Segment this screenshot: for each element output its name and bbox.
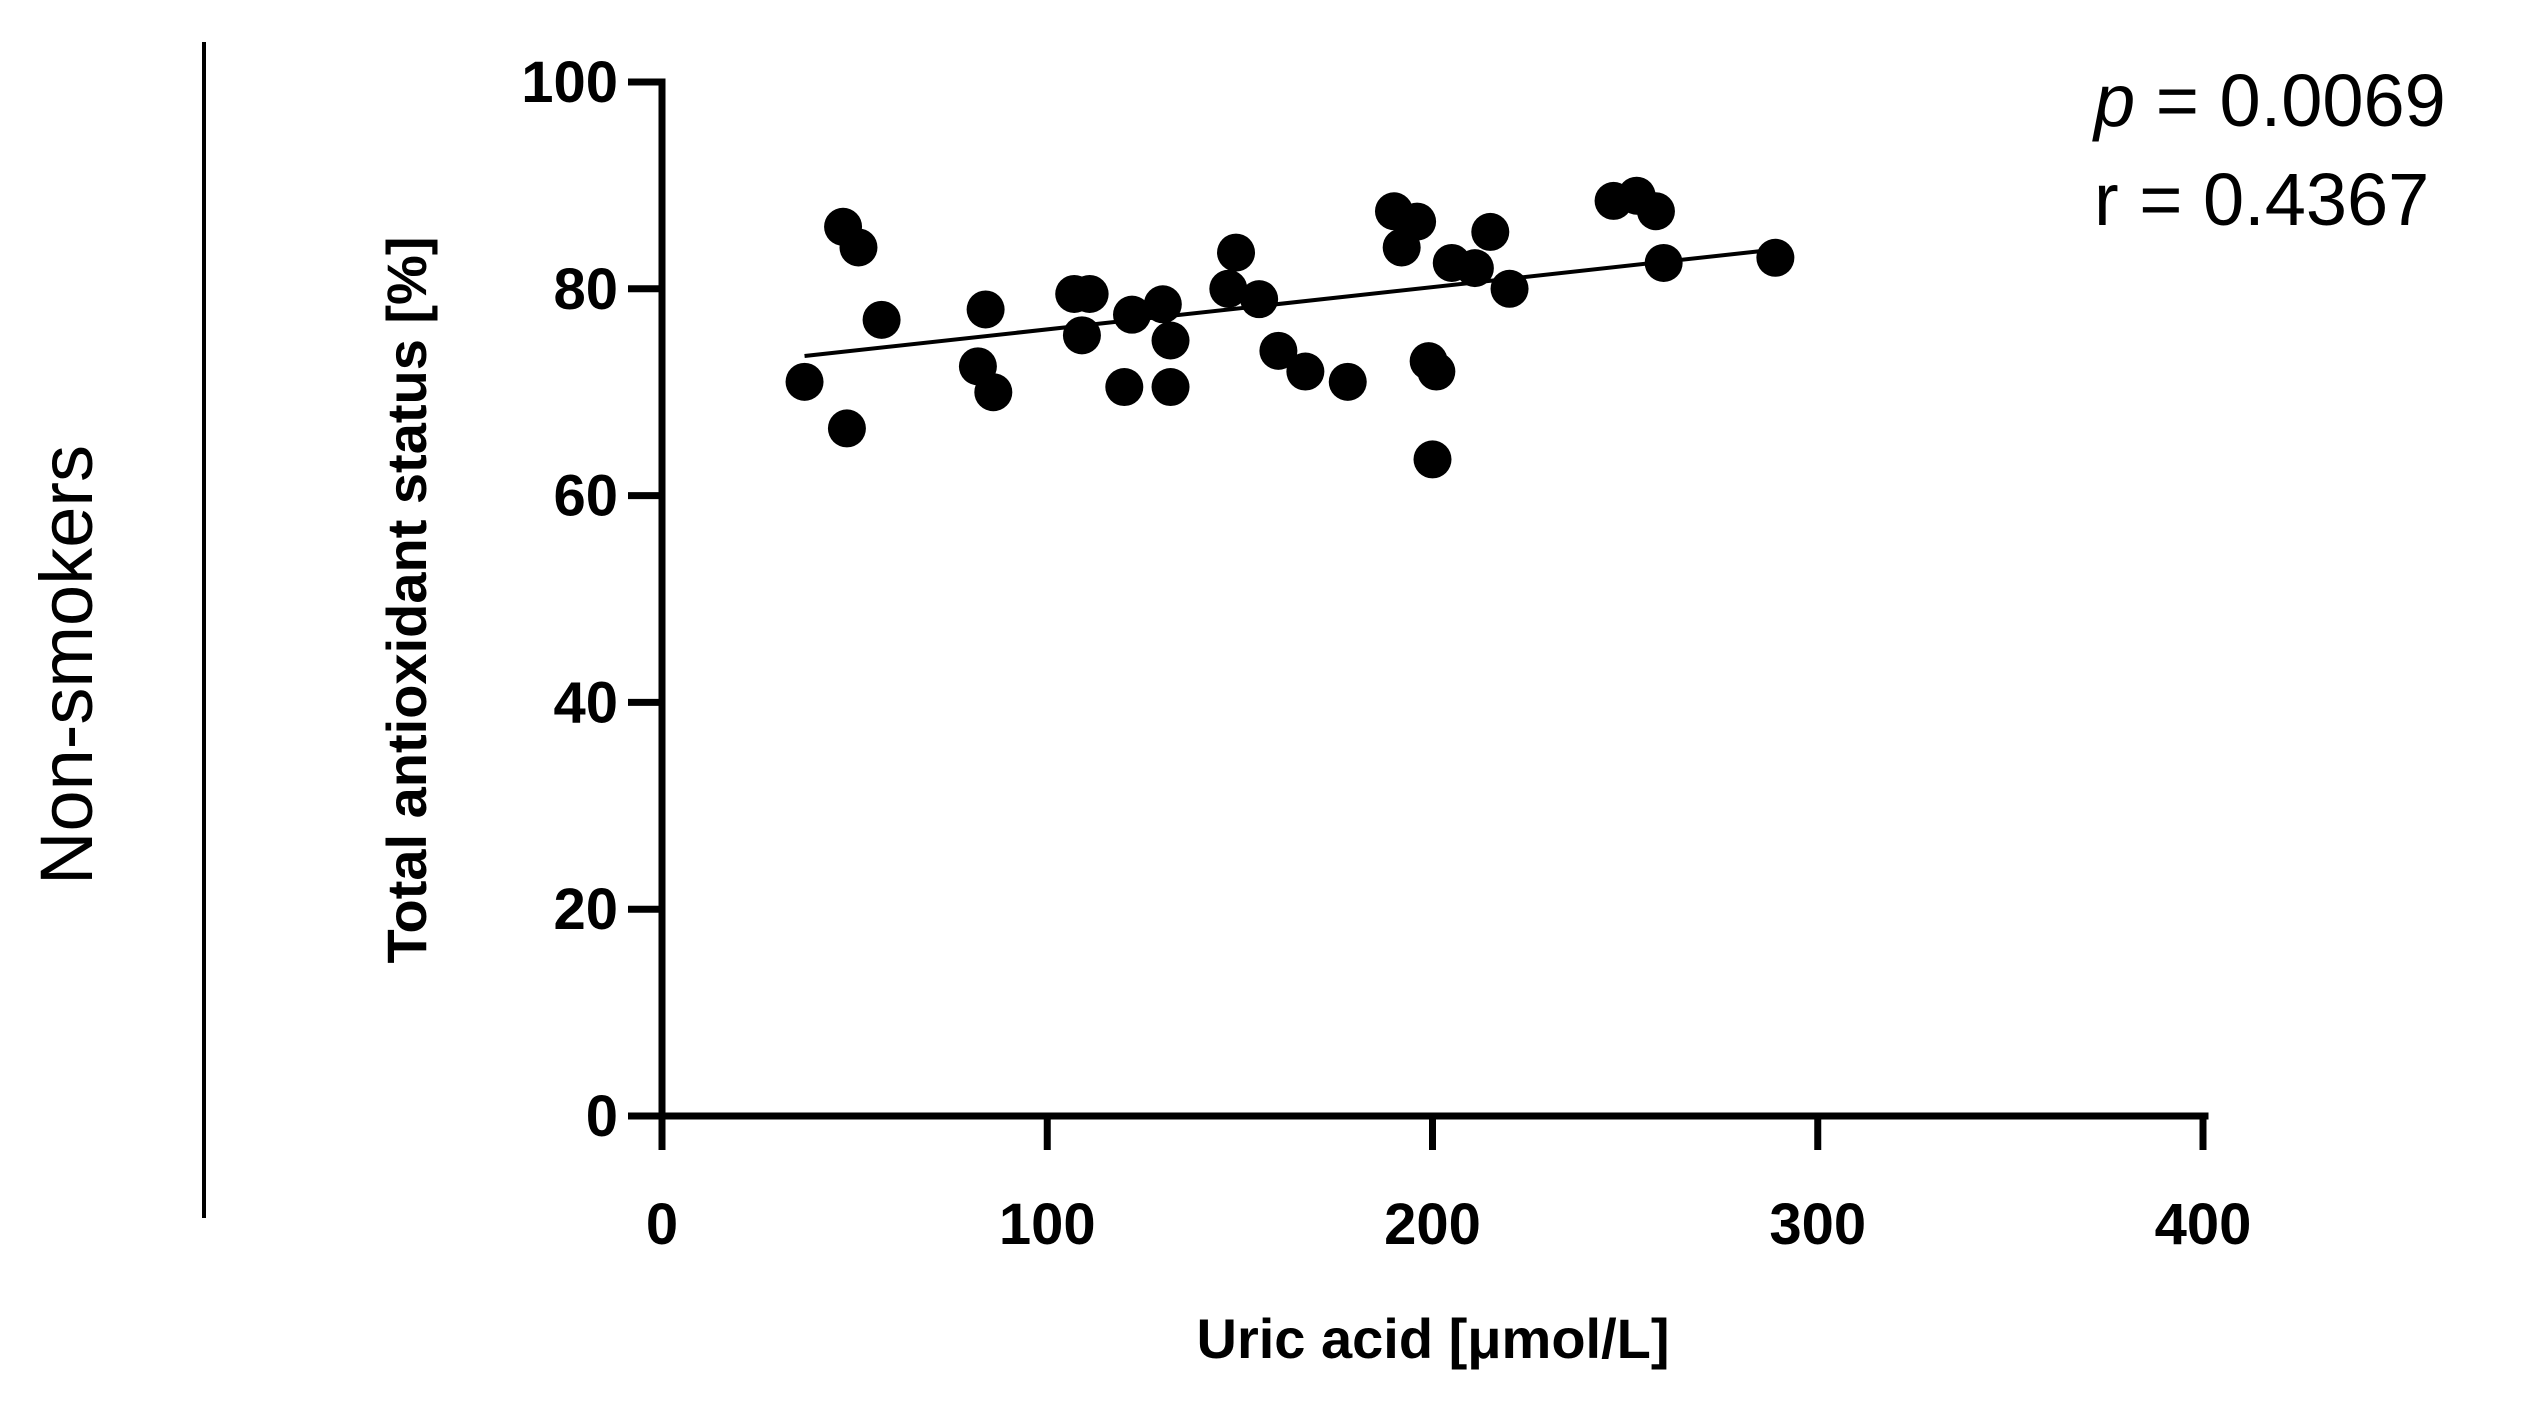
x-tick-label: 100 [999,1192,1096,1257]
data-point [1398,202,1437,241]
x-tick-label: 200 [1384,1192,1481,1257]
regression-line [804,247,1776,358]
data-point [1143,285,1182,324]
data-point [1490,269,1529,308]
data-point [1328,362,1367,401]
y-tick-label: 100 [521,50,618,115]
x-tick-label: 300 [1769,1192,1866,1257]
data-point [1209,269,1248,308]
data-point [862,300,901,339]
data-point [1644,243,1683,282]
data-point [1105,368,1144,407]
data-points [785,176,1795,479]
data-point [1413,440,1452,479]
data-point [1417,352,1456,391]
data-point [1240,280,1279,319]
data-point [974,373,1013,412]
data-point [1471,212,1510,251]
data-point [966,290,1005,329]
data-point [1259,331,1298,370]
p-value-text: p = 0.0069 [2092,59,2446,142]
data-point [1455,249,1494,288]
data-point [1286,352,1325,391]
p-value: = 0.0069 [2135,59,2446,142]
y-ticks: 0 20 40 60 80 100 [521,50,662,1149]
data-point [827,409,866,448]
y-tick-label: 0 [586,1084,618,1149]
p-symbol: p [2092,59,2135,142]
data-point [1217,233,1256,272]
data-point [1636,192,1675,231]
x-tick-label: 0 [646,1192,678,1257]
data-point [1070,274,1109,313]
x-axis-title: Uric acid [μmol/L] [1197,1307,1670,1370]
y-tick-label: 40 [553,670,618,735]
data-point [1113,295,1152,334]
y-tick-label: 80 [553,257,618,322]
group-label: Non-smokers [25,445,108,885]
data-point [1062,316,1101,355]
x-ticks: 0 100 200 300 400 [646,1116,2252,1257]
data-point [1151,368,1190,407]
data-point [1151,321,1190,360]
data-point [1756,238,1795,277]
data-point [839,228,878,267]
data-point [785,362,824,401]
y-tick-label: 60 [553,464,618,529]
y-axis-title: Total antioxidant status [%] [375,237,438,964]
x-tick-label: 400 [2155,1192,2252,1257]
y-tick-label: 20 [553,877,618,942]
axes [658,78,2209,1120]
r-value-text: r = 0.4367 [2094,158,2429,241]
